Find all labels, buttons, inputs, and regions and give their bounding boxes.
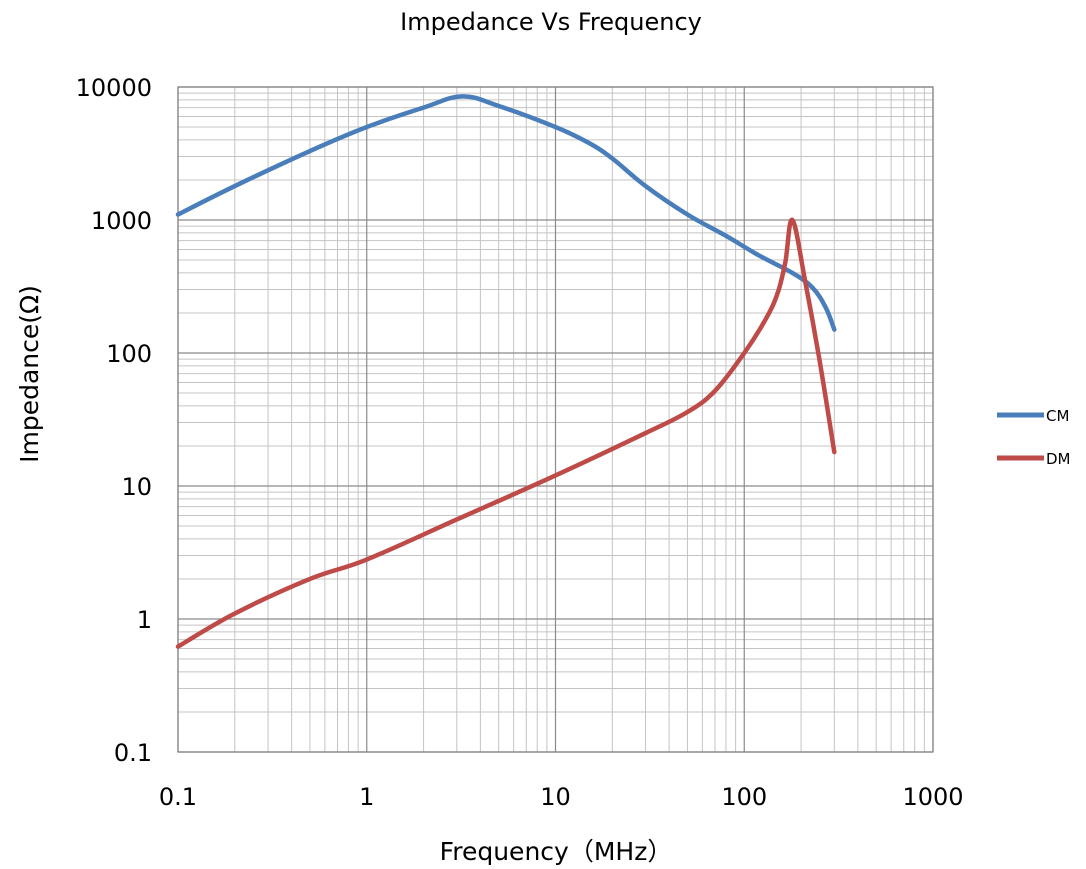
- x-tick-label: 0.1: [159, 783, 197, 811]
- x-tick-label: 1: [359, 783, 374, 811]
- x-tick-label: 100: [721, 783, 767, 811]
- y-axis-title: Impedance(Ω): [15, 285, 44, 463]
- series-line-dm: [175, 217, 837, 649]
- y-tick-label: 10: [121, 473, 152, 501]
- chart-title: Impedance Vs Frequency: [400, 8, 702, 36]
- series-lines: [175, 94, 837, 649]
- legend: CM DM: [997, 407, 1071, 468]
- y-tick-label: 0.1: [114, 739, 152, 767]
- x-tick-label: 1000: [902, 783, 963, 811]
- x-axis-title: Frequency（MHz）: [440, 837, 673, 866]
- minor-gridlines: [178, 87, 933, 752]
- y-tick-labels: 0.1 1 10 100 1000 10000: [76, 74, 152, 767]
- plot-area-border: [177, 86, 934, 753]
- legend-label-cm: CM: [1046, 407, 1069, 425]
- x-tick-labels: 0.1 1 10 100 1000: [159, 783, 964, 811]
- series-line-cm: [175, 94, 837, 332]
- y-tick-label: 1000: [91, 207, 152, 235]
- legend-label-dm: DM: [1046, 450, 1071, 468]
- y-tick-label: 1: [137, 606, 152, 634]
- y-tick-label: 10000: [76, 74, 152, 102]
- y-tick-label: 100: [106, 340, 152, 368]
- x-tick-label: 10: [540, 783, 571, 811]
